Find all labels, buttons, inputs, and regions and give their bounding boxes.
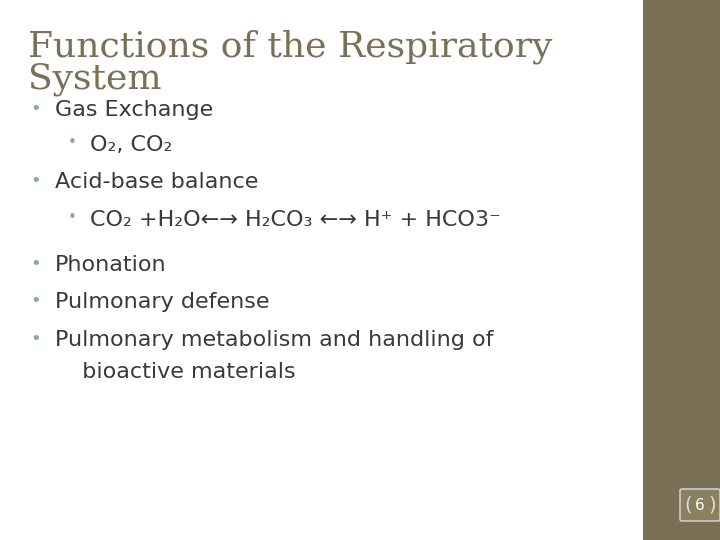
Text: Pulmonary metabolism and handling of: Pulmonary metabolism and handling of [55,330,493,350]
Text: •: • [30,292,41,310]
Text: •: • [68,135,77,150]
Text: bioactive materials: bioactive materials [68,362,296,382]
Text: •: • [30,100,41,118]
Text: Acid-base balance: Acid-base balance [55,172,258,192]
Text: •: • [68,210,77,225]
Text: Pulmonary defense: Pulmonary defense [55,292,269,312]
Text: •: • [30,330,41,348]
Text: •: • [30,172,41,190]
Bar [643,0,720,540]
Text: Gas Exchange: Gas Exchange [55,100,213,120]
FancyBboxPatch shape [680,489,720,521]
Text: CO₂ +H₂O←→ H₂CO₃ ←→ H⁺ + HCO3⁻: CO₂ +H₂O←→ H₂CO₃ ←→ H⁺ + HCO3⁻ [90,210,500,230]
Text: •: • [30,255,41,273]
Text: Functions of the Respiratory: Functions of the Respiratory [28,30,552,64]
Text: System: System [28,62,161,96]
Text: (: ( [684,496,691,515]
Text: 6: 6 [695,497,705,512]
Text: Phonation: Phonation [55,255,166,275]
Text: ): ) [708,496,716,515]
Text: O₂, CO₂: O₂, CO₂ [90,135,172,155]
